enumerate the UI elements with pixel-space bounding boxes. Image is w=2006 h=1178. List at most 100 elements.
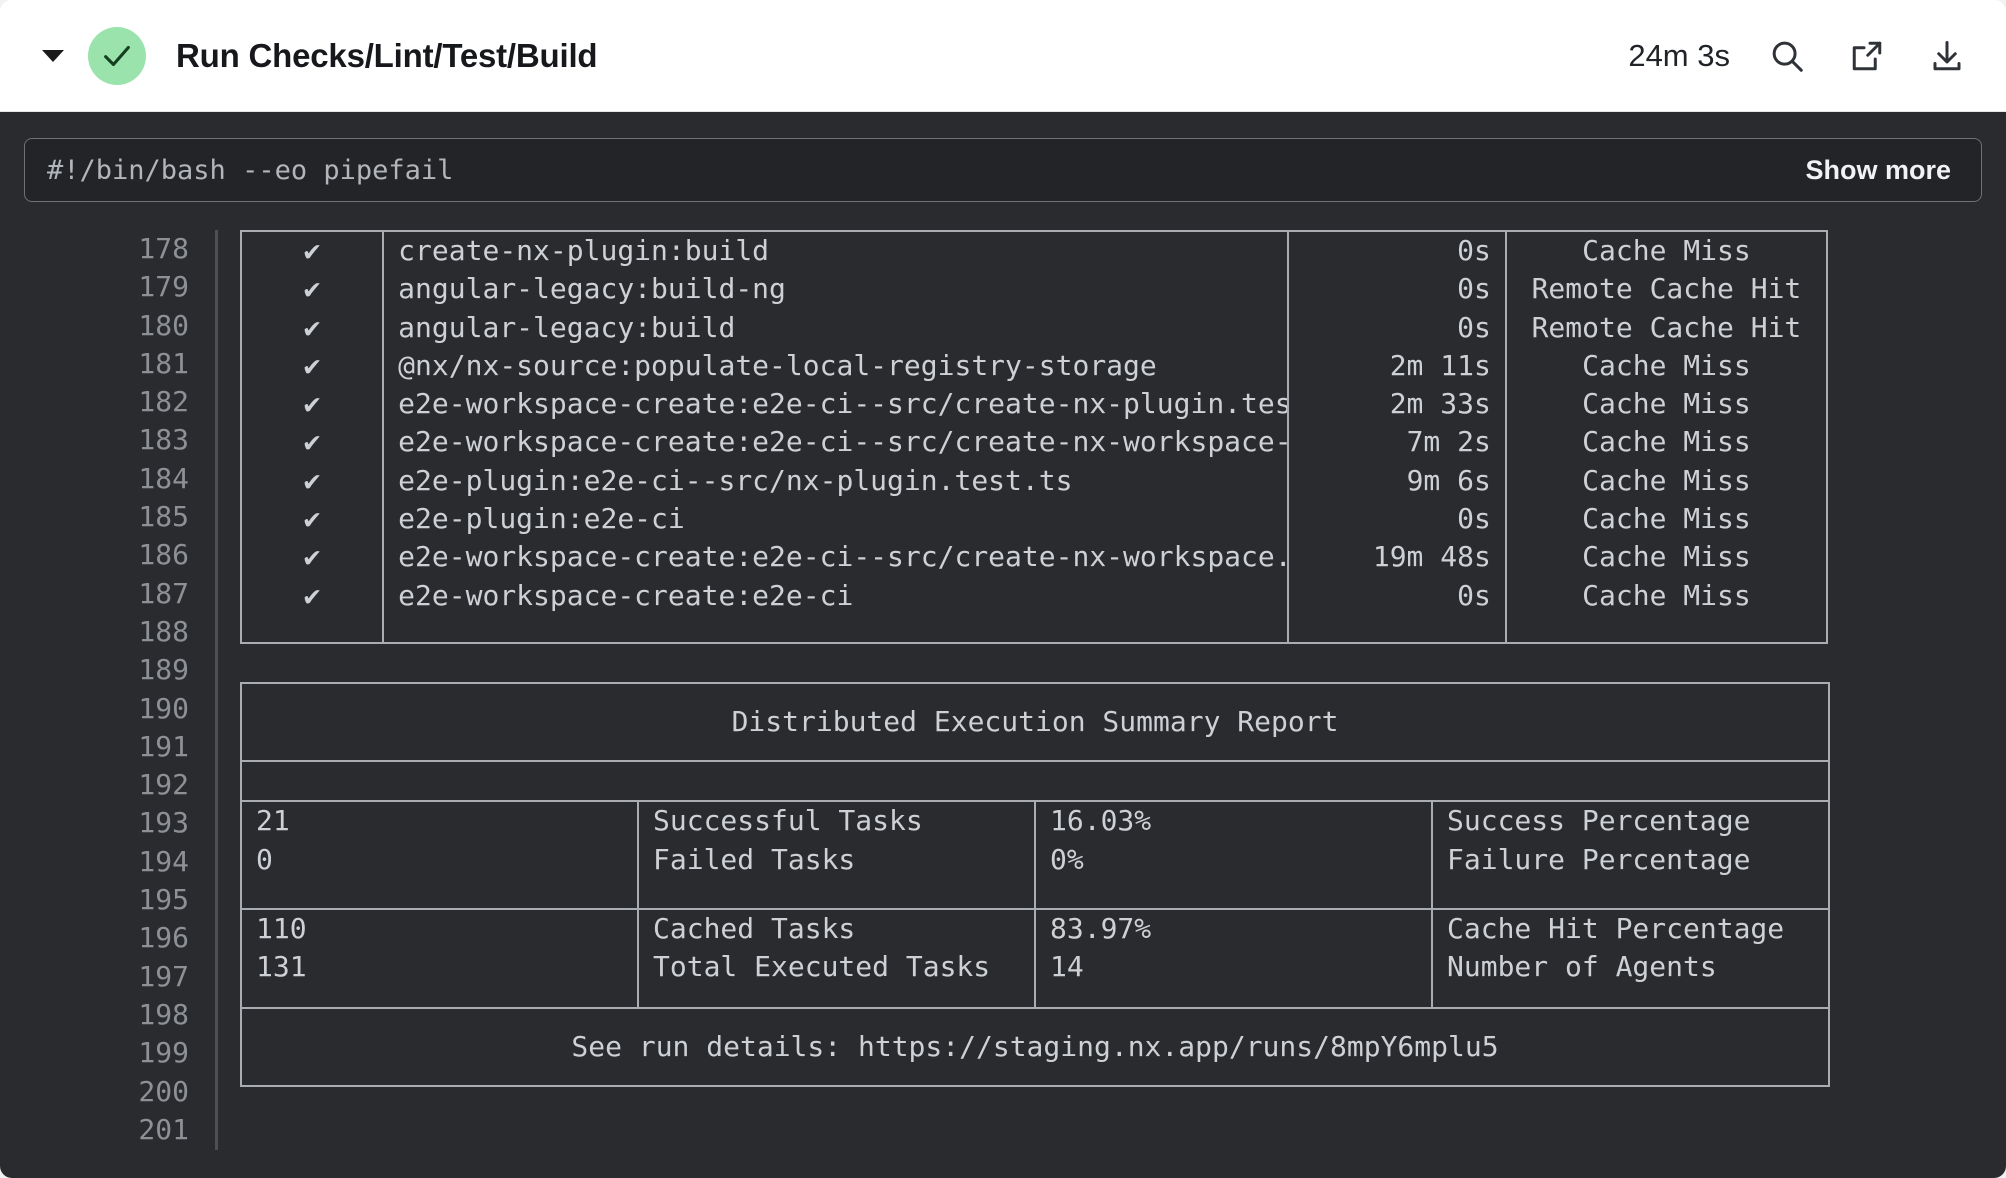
- check-circle-icon: [88, 26, 146, 85]
- task-status-icon: ✔: [239, 576, 385, 615]
- table-row: [240, 986, 1830, 1009]
- task-name: e2e-workspace-create:e2e-ci: [382, 576, 1289, 615]
- table-row: [240, 878, 1830, 909]
- task-status-icon: ✔: [239, 346, 385, 386]
- task-duration: 2m 11s: [1286, 346, 1507, 386]
- show-more-button[interactable]: Show more: [1805, 154, 1951, 185]
- task-cache-status: Cache Miss: [1504, 461, 1829, 501]
- blank-log-line: [240, 644, 1970, 682]
- task-cache-status: Cache Miss: [1504, 500, 1829, 539]
- stat-value: 110: [240, 907, 639, 949]
- task-name: create-nx-plugin:build: [382, 231, 1289, 271]
- task-status-icon: ✔: [239, 385, 385, 424]
- line-number: 190: [138, 691, 189, 725]
- task-cache-status: Cache Miss: [1504, 538, 1829, 577]
- stat-label: Total Executed Tasks: [638, 948, 1036, 987]
- table-row: ✔ @nx/nx-source:populate-local-registry-s…: [239, 346, 1829, 386]
- line-number: 191: [138, 729, 189, 763]
- stat-label: Cache Hit Percentage: [1432, 907, 1830, 949]
- command-text: #!/bin/bash --eo pipefail: [47, 154, 454, 186]
- table-row: ✔ e2e-workspace-create:e2e-ci 0s Cache Miss: [239, 576, 1829, 615]
- run-details-link[interactable]: See run details: https://staging.nx.app/…: [240, 1007, 1830, 1088]
- line-number: 186: [138, 538, 189, 572]
- task-status-icon: ✔: [239, 231, 385, 271]
- task-duration: 7m 2s: [1286, 423, 1507, 462]
- task-duration: 19m 48s: [1286, 538, 1507, 577]
- job-duration: 24m 3s: [1628, 37, 1730, 73]
- stat-label: Success Percentage: [1432, 801, 1830, 841]
- page-title: Run Checks/Lint/Test/Build: [176, 36, 598, 74]
- line-number: 194: [138, 844, 189, 878]
- stat-value: 16.03%: [1035, 801, 1433, 841]
- line-number-gutter: 178 179 180 181 182 183 184 185 186 187 188 189 190 1…: [0, 230, 218, 1150]
- summary-report-table: Distributed Execution Summary Report 21 …: [240, 682, 1830, 1088]
- line-number: 189: [138, 653, 189, 687]
- task-cache-status: Remote Cache Hit: [1504, 270, 1829, 309]
- line-number: 200: [138, 1074, 189, 1108]
- task-duration: 0s: [1286, 231, 1507, 271]
- line-number: 201: [138, 1112, 189, 1146]
- stat-value: 21: [240, 801, 639, 841]
- tasks-table: ✔ create-nx-plugin:build 0s Cache Miss ✔ angu…: [239, 230, 1829, 644]
- line-number: 185: [138, 500, 189, 534]
- task-name: angular-legacy:build-ng: [382, 270, 1289, 309]
- task-name: e2e-workspace-create:e2e-ci--src/create-…: [382, 538, 1289, 577]
- task-cache-status: Remote Cache Hit: [1504, 308, 1829, 347]
- log-content: ✔ create-nx-plugin:build 0s Cache Miss ✔ angu…: [239, 230, 1970, 1088]
- search-icon[interactable]: [1764, 33, 1810, 79]
- command-bar: #!/bin/bash --eo pipefail Show more: [24, 138, 1982, 202]
- line-number: 188: [138, 614, 189, 648]
- task-cache-status: Cache Miss: [1504, 346, 1829, 386]
- stat-label: Failure Percentage: [1432, 840, 1830, 879]
- line-number: 199: [138, 1036, 189, 1070]
- external-link-icon[interactable]: [1844, 33, 1890, 79]
- table-row: ✔ e2e-workspace-create:e2e-ci--src/create…: [239, 385, 1829, 424]
- stat-value: 0%: [1035, 840, 1433, 879]
- stat-value: 14: [1035, 948, 1433, 987]
- line-number: 180: [138, 308, 189, 342]
- task-name: e2e-workspace-create:e2e-ci--src/create-…: [382, 423, 1289, 462]
- task-duration: 0s: [1286, 308, 1507, 347]
- task-duration: 0s: [1286, 576, 1507, 615]
- table-row: 131 Total Executed Tasks 14 Number of Ag…: [240, 948, 1830, 987]
- task-cache-status: Cache Miss: [1504, 423, 1829, 462]
- task-cache-status: Cache Miss: [1504, 576, 1829, 615]
- stat-label: Successful Tasks: [638, 801, 1036, 841]
- table-row: [239, 614, 1829, 643]
- table-row: ✔ e2e-workspace-create:e2e-ci--src/create…: [239, 538, 1829, 577]
- line-number: 178: [138, 232, 189, 265]
- line-number: 182: [138, 385, 189, 419]
- line-number: 197: [138, 959, 189, 993]
- task-status-icon: ✔: [239, 538, 385, 577]
- table-row: See run details: https://staging.nx.app/…: [240, 1007, 1830, 1088]
- line-number: 181: [138, 346, 189, 380]
- task-cache-status: Cache Miss: [1504, 231, 1829, 271]
- chevron-down-glyph: [42, 49, 64, 62]
- task-status-icon: ✔: [239, 461, 385, 501]
- table-row: ✔ e2e-plugin:e2e-ci--src/nx-plugin.test.t…: [239, 461, 1829, 501]
- task-status-icon: ✔: [239, 500, 385, 539]
- task-status-icon: ✔: [239, 308, 385, 347]
- task-name: @nx/nx-source:populate-local-registry-st…: [382, 346, 1289, 386]
- task-duration: 0s: [1286, 270, 1507, 309]
- line-number: 193: [138, 806, 189, 840]
- download-icon[interactable]: [1924, 33, 1970, 79]
- line-number: 196: [138, 921, 189, 955]
- table-row: Distributed Execution Summary Report: [240, 682, 1830, 763]
- task-status-icon: ✔: [239, 270, 385, 309]
- stat-value: 131: [240, 948, 639, 987]
- table-row: ✔ angular-legacy:build-ng 0s Remote Cache H…: [239, 270, 1829, 309]
- task-duration: 9m 6s: [1286, 461, 1507, 501]
- table-row: ✔ angular-legacy:build 0s Remote Cache Hit: [239, 308, 1829, 347]
- line-number: 184: [138, 461, 189, 495]
- stat-value: 0: [240, 840, 639, 879]
- line-number: 192: [138, 768, 189, 802]
- chevron-down-icon[interactable]: [30, 33, 76, 79]
- table-row: ✔ e2e-plugin:e2e-ci 0s Cache Miss: [239, 500, 1829, 539]
- header-actions: 24m 3s: [1628, 33, 1970, 79]
- stat-label: Failed Tasks: [638, 840, 1036, 879]
- table-row: ✔ create-nx-plugin:build 0s Cache Miss: [239, 231, 1829, 271]
- stat-label: Cached Tasks: [638, 907, 1036, 949]
- stat-label: Number of Agents: [1432, 948, 1830, 987]
